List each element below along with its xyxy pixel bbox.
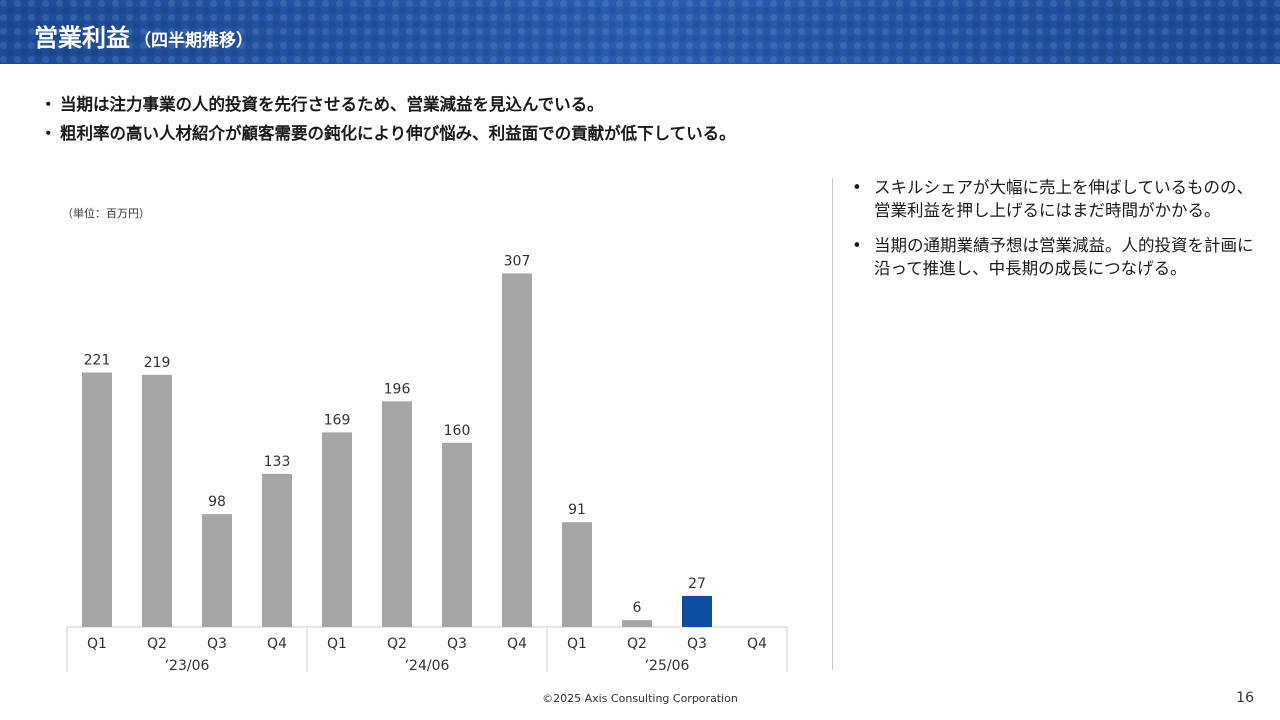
data-label: 133 [264,454,291,470]
page-number: 16 [1236,690,1254,706]
x-tick-label: Q4 [267,636,287,652]
side-note: • スキルシェアが大幅に売上を伸ばしているものの、営業利益を押し上げるにはまだ時間… [852,176,1262,222]
x-tick-label: Q3 [447,636,467,652]
bar [322,432,352,627]
group-label: ’24/06 [405,658,450,674]
data-label: 169 [324,412,351,428]
x-tick-label: Q4 [507,636,527,652]
bar [202,514,232,627]
x-tick-label: Q2 [387,636,407,652]
bar [622,620,652,627]
bar [502,273,532,627]
page-title-sub: （四半期推移） [134,31,253,51]
data-label: 91 [568,502,586,518]
x-tick-label: Q4 [747,636,767,652]
bullet-marker: • [852,236,862,255]
key-point-text: 当期は注力事業の人的投資を先行させるため、営業減益を見込んでいる。 [60,95,604,114]
key-point-text: 粗利率の高い人材紹介が顧客需要の鈍化により伸び悩み、利益面での貢献が低下している… [60,124,736,143]
side-note: • 当期の通期業績予想は営業減益。人的投資を計画に沿って推進し、中長期の成長につな… [852,234,1262,280]
bar [562,522,592,627]
operating-profit-bar-chart: 221 Q1 219 Q2 98 Q3 133 Q4 ’23/06 169 Q1 196 Q2 160 Q3… [66,253,788,674]
data-label: 27 [688,576,706,592]
bar [442,442,472,627]
side-note-text: 当期の通期業績予想は営業減益。人的投資を計画に沿って推進し、中長期の成長につなげ… [874,236,1254,278]
data-label: 196 [384,381,411,397]
x-tick-label: Q1 [87,636,107,652]
bar [262,473,292,627]
data-label: 98 [208,494,226,510]
bullet-marker: • [852,178,862,197]
divider [832,178,833,670]
bullet-marker: ・ [40,124,57,143]
header-banner [0,0,1280,64]
data-label: 221 [84,353,111,369]
key-point: ・当期は注力事業の人的投資を先行させるため、営業減益を見込んでいる。 [40,90,1240,119]
data-label: 6 [633,600,642,616]
side-note-text: スキルシェアが大幅に売上を伸ばしているものの、営業利益を押し上げるにはまだ時間が… [874,178,1254,220]
bar [142,374,172,627]
x-tick-label: Q3 [207,636,227,652]
key-point: ・粗利率の高い人材紹介が顧客需要の鈍化により伸び悩み、利益面での貢献が低下してい… [40,119,1240,148]
group-label: ’23/06 [165,658,210,674]
bar [682,595,712,627]
x-tick-label: Q3 [687,636,707,652]
x-tick-label: Q1 [327,636,347,652]
chart-unit-label: （単位：百万円） [62,207,150,220]
bar [82,372,112,627]
copyright: ©2025 Axis Consulting Corporation [542,692,738,705]
bullet-marker: ・ [40,95,57,114]
data-label: 160 [444,423,471,439]
data-label: 219 [144,355,171,371]
x-tick-label: Q2 [147,636,167,652]
group-label: ’25/06 [645,658,690,674]
x-tick-label: Q1 [567,636,587,652]
page-title: 営業利益 （四半期推移） [34,18,253,53]
key-points: ・当期は注力事業の人的投資を先行させるため、営業減益を見込んでいる。 ・粗利率の… [40,90,1240,148]
side-notes: • スキルシェアが大幅に売上を伸ばしているものの、営業利益を押し上げるにはまだ時間… [852,176,1262,292]
x-tick-label: Q2 [627,636,647,652]
page-title-main: 営業利益 [34,24,130,52]
data-label: 307 [504,253,531,269]
bar [382,401,412,627]
